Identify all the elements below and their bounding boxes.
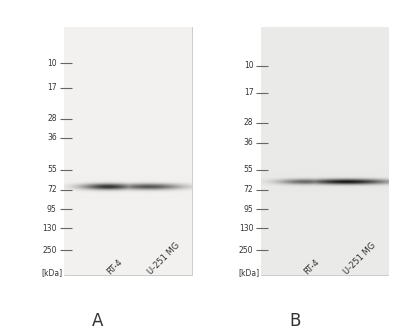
Text: 130: 130 xyxy=(42,223,57,233)
Text: 95: 95 xyxy=(47,205,57,214)
Text: A: A xyxy=(92,312,104,330)
Text: 10: 10 xyxy=(47,59,57,68)
Text: U-251 MG: U-251 MG xyxy=(342,241,378,277)
Text: B: B xyxy=(289,312,300,330)
Text: 28: 28 xyxy=(244,118,253,127)
Text: 95: 95 xyxy=(244,205,253,214)
Text: 72: 72 xyxy=(244,185,253,194)
Text: 36: 36 xyxy=(244,138,253,147)
Text: 72: 72 xyxy=(47,185,57,194)
Text: 28: 28 xyxy=(47,115,57,123)
Text: RT-4: RT-4 xyxy=(302,258,321,277)
Bar xyxy=(261,27,388,275)
Text: 17: 17 xyxy=(47,83,57,92)
Text: 250: 250 xyxy=(239,246,253,255)
Bar xyxy=(64,27,192,275)
Text: 130: 130 xyxy=(239,223,253,233)
Text: 55: 55 xyxy=(47,165,57,174)
Text: [kDa]: [kDa] xyxy=(238,268,259,277)
Text: [kDa]: [kDa] xyxy=(41,268,62,277)
Text: 55: 55 xyxy=(244,165,253,174)
Text: 250: 250 xyxy=(42,246,57,255)
Text: 17: 17 xyxy=(244,88,253,97)
Text: 10: 10 xyxy=(244,61,253,70)
Text: RT-4: RT-4 xyxy=(106,258,124,277)
Text: 36: 36 xyxy=(47,133,57,142)
Text: U-251 MG: U-251 MG xyxy=(146,241,181,277)
